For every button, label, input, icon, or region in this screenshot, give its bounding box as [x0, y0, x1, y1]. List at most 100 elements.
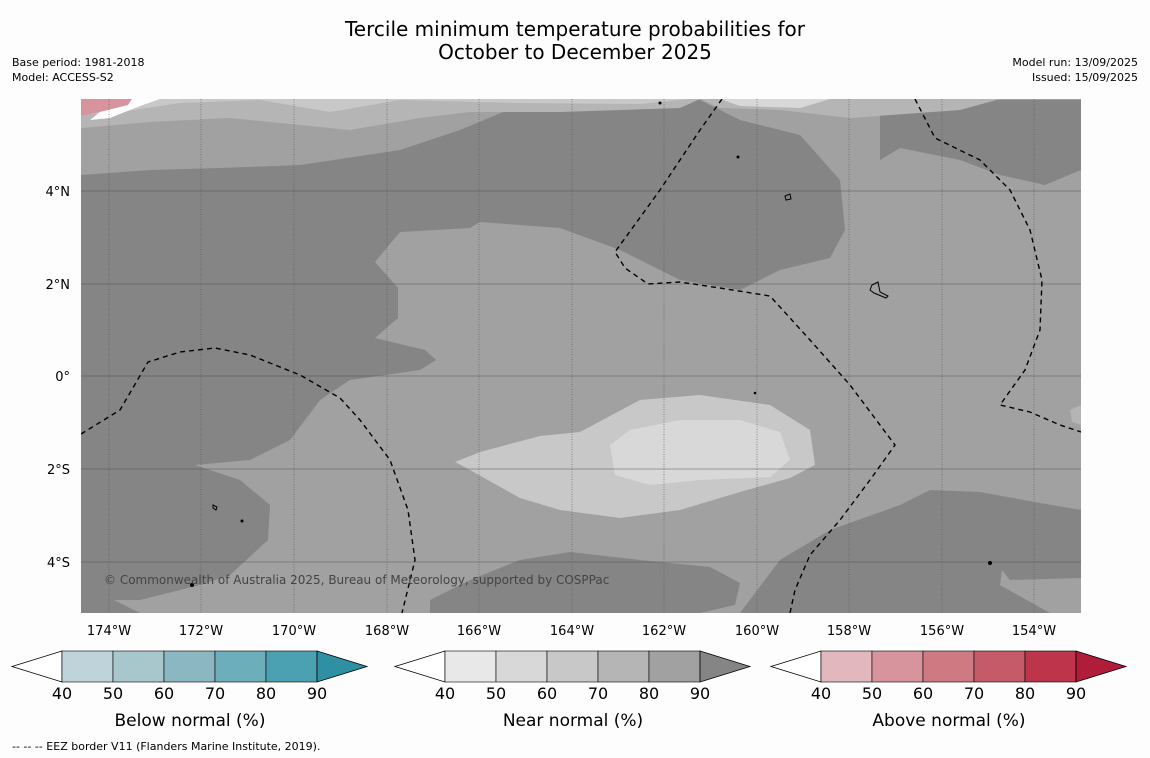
island-9 — [753, 391, 757, 395]
legend-above-tick-0: 40 — [811, 684, 831, 703]
legend-below-tick-0: 40 — [52, 684, 72, 703]
title-line-1: Tercile minimum temperature probabilitie… — [344, 17, 806, 41]
island-6 — [240, 519, 244, 523]
legend-near-max-arrow — [699, 650, 752, 683]
legend-above-swatch-1 — [871, 650, 924, 683]
legend-near-label: Near normal (%) — [503, 711, 643, 731]
legend-below-swatch-3 — [214, 650, 267, 683]
region-near-80-east-edge — [1070, 405, 1081, 425]
region-above-50 — [81, 99, 132, 116]
lat-tick-1: 2°N — [46, 278, 71, 293]
legend-near-tick-5: 90 — [690, 684, 710, 703]
legend-near-min-arrow — [393, 650, 446, 683]
legend-near-swatch-1 — [495, 650, 548, 683]
eez-footnote: -- -- -- EEZ border V11 (Flanders Marine… — [12, 740, 321, 753]
longitude-tick-labels: 174°W 172°W 170°W 168°W 166°W 164°W 162°W 160°W… — [87, 624, 1056, 639]
lat-tick-3: 2°S — [47, 463, 70, 478]
legend-near-tick-2: 60 — [537, 684, 557, 703]
island-7 — [190, 583, 194, 587]
legend-below-tick-5: 90 — [307, 684, 327, 703]
legend-near-swatch-3 — [597, 650, 650, 683]
islands — [190, 101, 992, 587]
region-near-60-north-band — [81, 99, 690, 115]
lon-tick-4: 166°W — [457, 624, 501, 639]
island-8 — [988, 561, 992, 565]
region-near-90-east — [880, 100, 1081, 185]
lat-tick-0: 4°N — [46, 185, 71, 200]
legend-below: 40 50 60 70 80 90 Below normal (%) — [10, 650, 369, 731]
legend-below-swatch-4 — [265, 650, 318, 683]
legend-below-max-arrow — [316, 650, 369, 683]
chart-title: Tercile minimum temperature probabilitie… — [0, 18, 1150, 64]
map-area — [81, 99, 1081, 613]
legend-above-swatch-0 — [820, 650, 873, 683]
island-4 — [736, 155, 740, 159]
region-near-50-northeast — [720, 99, 830, 108]
lat-tick-2: 0° — [55, 370, 70, 385]
legend-below-tick-1: 50 — [103, 684, 123, 703]
copyright-notice: © Commonwealth of Australia 2025, Bureau… — [104, 573, 609, 587]
legend-near-swatch-4 — [648, 650, 701, 683]
legend-above-tick-1: 50 — [862, 684, 882, 703]
legend-near-tick-3: 70 — [588, 684, 608, 703]
lon-tick-0: 174°W — [87, 624, 131, 639]
legend-below-min-arrow — [10, 650, 63, 683]
legend-near: 40 50 60 70 80 90 Near normal (%) — [393, 650, 752, 731]
latitude-tick-labels: 4°N 2°N 0° 2°S 4°S — [46, 185, 71, 571]
legend-above: 40 50 60 70 80 90 Above normal (%) — [769, 650, 1128, 731]
model-info: Base period: 1981-2018 Model: ACCESS-S2 — [12, 55, 144, 85]
legend-above-tick-3: 70 — [964, 684, 984, 703]
lon-tick-9: 156°W — [920, 624, 964, 639]
legend-above-tick-2: 60 — [913, 684, 933, 703]
lon-tick-6: 162°W — [642, 624, 686, 639]
model-run: Model run: 13/09/2025 — [1012, 56, 1138, 69]
eez-border-central — [614, 99, 896, 613]
legend-above-min-arrow — [769, 650, 822, 683]
legend-near-tick-1: 50 — [486, 684, 506, 703]
lat-tick-4: 4°S — [47, 556, 70, 571]
island-2 — [869, 281, 889, 299]
legend-near-swatch-2 — [546, 650, 599, 683]
run-info: Model run: 13/09/2025 Issued: 15/09/2025 — [1012, 55, 1138, 85]
region-near-90-south — [430, 552, 740, 613]
legend-below-label: Below normal (%) — [115, 711, 266, 731]
island-3 — [212, 504, 218, 511]
legend-above-tick-4: 80 — [1015, 684, 1035, 703]
legend-above-tick-5: 90 — [1066, 684, 1086, 703]
region-white-top-left — [90, 99, 160, 120]
legend-near-tick-0: 40 — [435, 684, 455, 703]
legend-above-swatch-4 — [1024, 650, 1077, 683]
legend-above-swatch-3 — [973, 650, 1026, 683]
lon-tick-3: 168°W — [365, 624, 409, 639]
eez-border-east — [914, 99, 1081, 433]
region-near-60-central — [610, 420, 790, 485]
title-line-2: October to December 2025 — [438, 40, 712, 64]
legend-above-max-arrow — [1075, 650, 1128, 683]
legend-below-swatch-2 — [163, 650, 216, 683]
legend-below-swatch-1 — [112, 650, 165, 683]
lon-tick-8: 158°W — [827, 624, 871, 639]
legend-below-tick-4: 80 — [256, 684, 276, 703]
legend-above-label: Above normal (%) — [872, 711, 1025, 731]
region-near-90-southwest-corner — [81, 595, 140, 613]
legend-near-tick-4: 80 — [639, 684, 659, 703]
model-name: Model: ACCESS-S2 — [12, 71, 114, 84]
base-period: Base period: 1981-2018 — [12, 56, 145, 69]
island-5 — [658, 101, 662, 105]
legend-near-swatch-0 — [444, 650, 497, 683]
issued-date: Issued: 15/09/2025 — [1031, 71, 1138, 84]
lon-tick-7: 160°W — [735, 624, 779, 639]
lon-tick-1: 172°W — [179, 624, 223, 639]
legend-below-tick-2: 60 — [154, 684, 174, 703]
eez-border-west — [81, 347, 416, 613]
island-1 — [784, 193, 792, 201]
eez-borders — [81, 99, 1081, 613]
lon-tick-2: 170°W — [272, 624, 316, 639]
region-near-90-southeast — [740, 490, 1081, 613]
lon-tick-10: 154°W — [1012, 624, 1056, 639]
lon-tick-5: 164°W — [550, 624, 594, 639]
legend-above-swatch-2 — [922, 650, 975, 683]
region-near-70-north-band — [81, 99, 700, 130]
legends: 40 50 60 70 80 90 Below normal (%) 40 50 60 70 80 90… — [10, 650, 1128, 731]
